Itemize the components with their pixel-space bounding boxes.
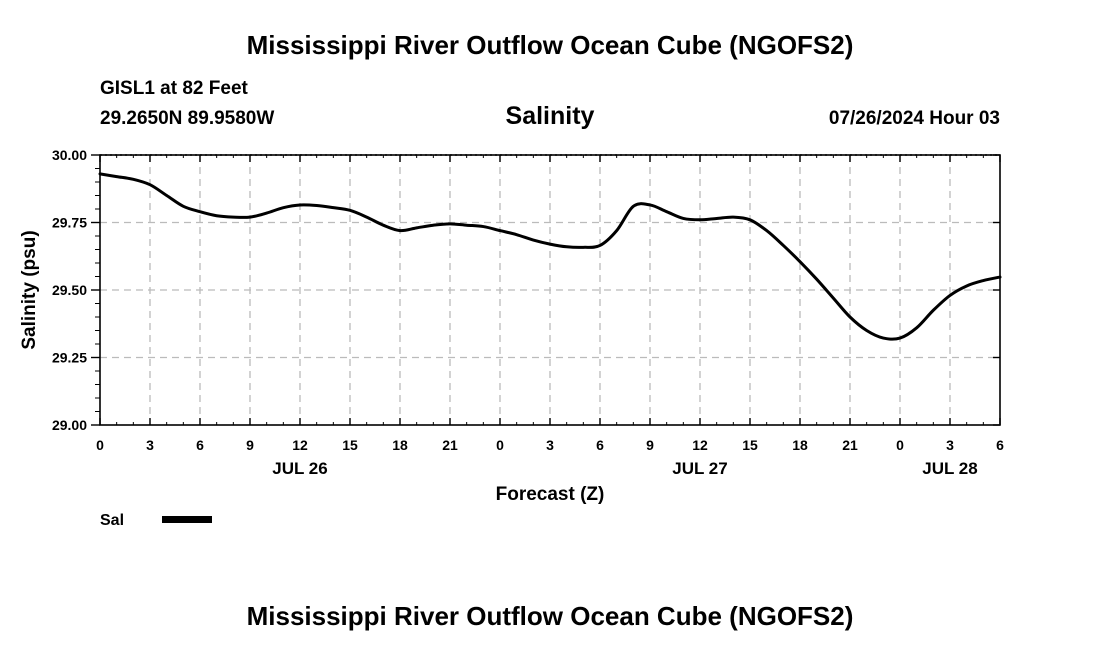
x-tick-label: 9 (246, 437, 254, 453)
legend-label-sal: Sal (100, 512, 124, 529)
x-tick-label: 3 (946, 437, 954, 453)
x-axis-label: Forecast (Z) (496, 484, 605, 505)
x-tick-label: 6 (196, 437, 204, 453)
date-labels: JUL 26 JUL 27 JUL 28 (272, 459, 977, 478)
footer-title: Mississippi River Outflow Ocean Cube (NG… (247, 601, 854, 631)
x-tick-label: 15 (342, 437, 358, 453)
x-tick-label: 9 (646, 437, 654, 453)
legend: Sal (100, 512, 212, 529)
x-tick-label: 0 (896, 437, 904, 453)
x-tick-label: 12 (292, 437, 308, 453)
date-label: JUL 27 (672, 459, 727, 478)
x-tick-label: 6 (596, 437, 604, 453)
legend-swatch-sal (162, 516, 212, 523)
station-label: GISL1 at 82 Feet (100, 78, 249, 99)
plot-frame (99, 154, 1001, 426)
figure-title: Mississippi River Outflow Ocean Cube (NG… (247, 30, 854, 60)
x-tick-label: 18 (392, 437, 408, 453)
x-tick-label: 6 (996, 437, 1004, 453)
x-tick-label: 3 (146, 437, 154, 453)
date-label: JUL 28 (922, 459, 977, 478)
x-tick-label: 21 (442, 437, 458, 453)
x-tick-label: 0 (496, 437, 504, 453)
station-coordinates: 29.2650N 89.9580W (100, 108, 274, 129)
forecast-timestamp: 07/26/2024 Hour 03 (829, 108, 1000, 129)
y-tick-labels: 29.00 29.25 29.50 29.75 30.00 (52, 147, 87, 433)
chart-title: Salinity (506, 102, 595, 130)
date-label: JUL 26 (272, 459, 327, 478)
y-tick-label: 30.00 (52, 147, 87, 163)
x-tick-label: 18 (792, 437, 808, 453)
x-tick-label: 15 (742, 437, 758, 453)
y-axis-label: Salinity (psu) (19, 230, 40, 349)
y-tick-label: 29.25 (52, 350, 87, 366)
y-tick-label: 29.00 (52, 417, 87, 433)
series-line-sal (98, 172, 1002, 341)
gridlines (100, 154, 1000, 425)
y-tick-label: 29.75 (52, 215, 87, 231)
x-tick-label: 12 (692, 437, 708, 453)
x-tick-label: 3 (546, 437, 554, 453)
x-tick-labels: 0 3 6 9 12 15 18 21 0 3 6 9 12 15 18 21 0 3 6 (96, 437, 1004, 453)
y-tick-label: 29.50 (52, 282, 87, 298)
x-tick-label: 0 (96, 437, 104, 453)
x-tick-label: 21 (842, 437, 858, 453)
